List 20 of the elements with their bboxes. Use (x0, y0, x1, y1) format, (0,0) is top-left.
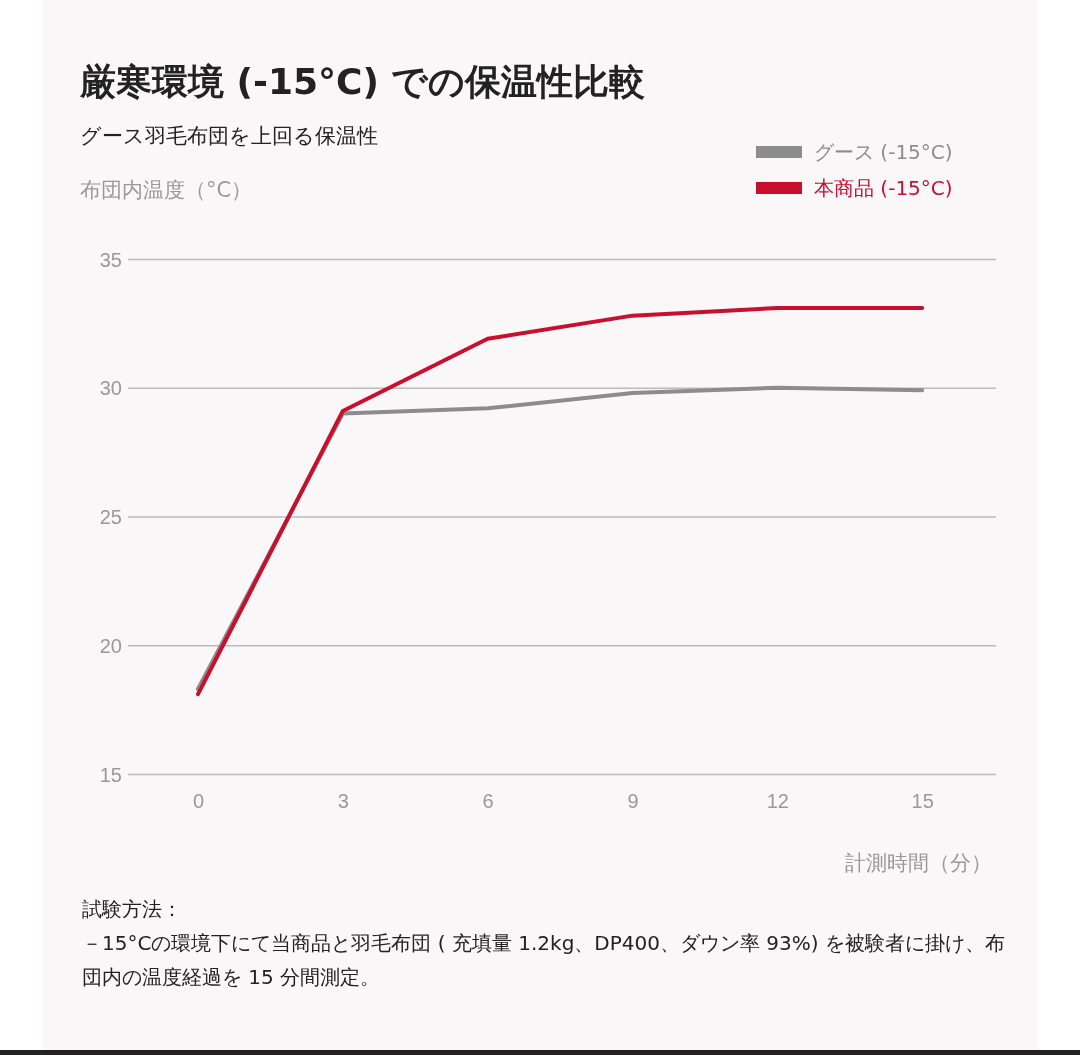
text: 試験方法： (82, 896, 183, 923)
x-tick-label: 15 (911, 790, 934, 813)
x-tick-label: 3 (337, 790, 349, 813)
legend-label: 本商品 (-15°C) (814, 176, 953, 200)
y-tick-label: 20 (99, 634, 122, 657)
y-tick-label: 15 (99, 763, 122, 786)
y-tick-label: 30 (99, 377, 122, 400)
y-tick-label: 35 (99, 248, 122, 271)
line-series (196, 305, 925, 697)
x-tick-label: 12 (766, 790, 789, 813)
text: －15°Cの環境下にて当商品と羽毛布団 ( 充填量 1.2kg、DP400、ダウン率 93%) を被験者に掛け、布団内の温度経過を 15 分間測定。 (82, 930, 1006, 991)
chart-subtitle: グース羽毛布団を上回る保温性 (80, 123, 378, 150)
chart-title: 厳寒環境 (-15°C) での保温性比較 (80, 60, 646, 104)
legend-label: グース (-15°C) (814, 140, 953, 164)
x-tick-label: 0 (192, 790, 205, 813)
y-axis-title: 布団内温度（°C） (80, 177, 253, 204)
x-axis-title: 計測時間（分） (845, 851, 992, 875)
x-tick-label: 9 (627, 790, 639, 813)
y-tick-label: 25 (99, 506, 122, 528)
x-tick-label: 6 (482, 790, 494, 813)
